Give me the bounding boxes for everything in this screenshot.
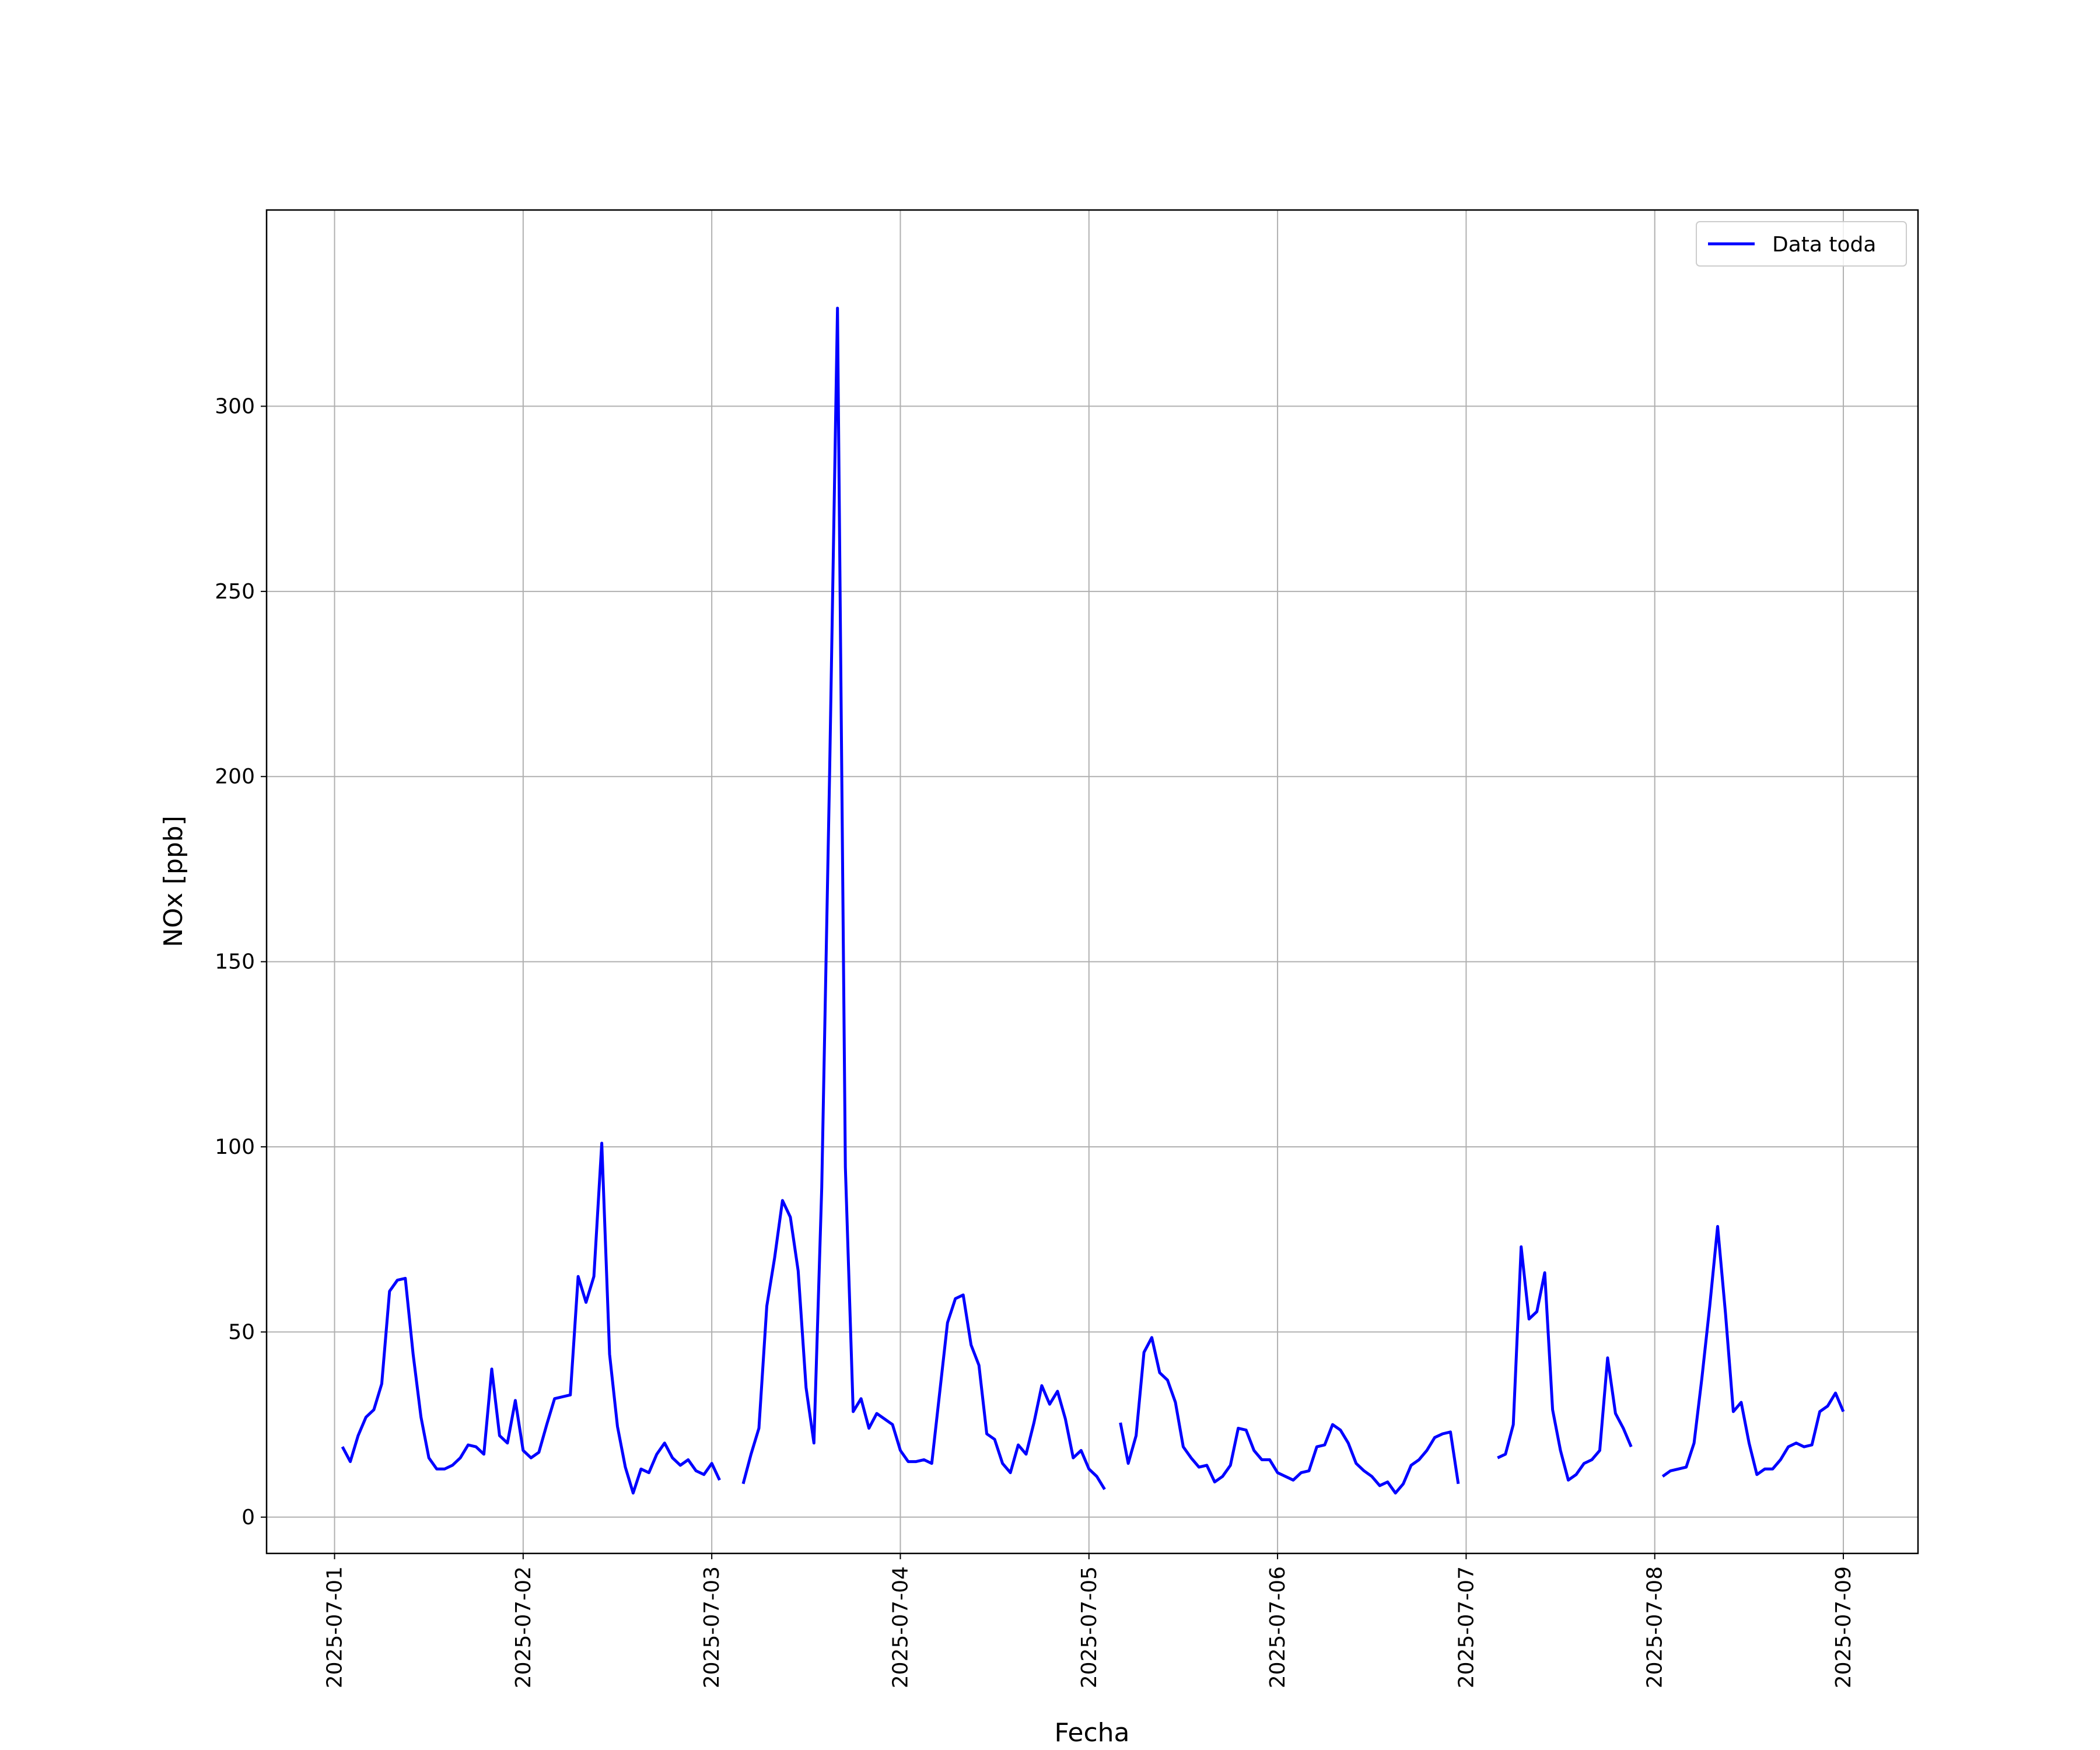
x-tick-label: 2025-07-05 [1077, 1566, 1101, 1688]
y-tick-label: 300 [215, 394, 255, 418]
grid [267, 210, 1918, 1553]
y-tick-label: 0 [242, 1506, 255, 1530]
y-tick-label: 50 [228, 1320, 255, 1344]
x-tick-label: 2025-07-01 [323, 1566, 347, 1688]
axes: 0 50 100 150 200 250 300 2025-07-01 2025-07-02 20… [215, 394, 1856, 1688]
x-tick-label: 2025-07-04 [888, 1566, 912, 1688]
y-tick-label: 100 [215, 1135, 255, 1159]
x-tick-label: 2025-07-06 [1266, 1566, 1290, 1688]
x-tick-label: 2025-07-02 [512, 1566, 536, 1688]
legend: Data toda [1696, 221, 1907, 267]
data-line [341, 306, 1845, 1494]
x-tick-label: 2025-07-07 [1454, 1566, 1478, 1688]
x-axis-label: Fecha [1054, 1718, 1129, 1748]
plot [341, 306, 1845, 1494]
legend-label: Data toda [1772, 233, 1876, 257]
plot-frame [265, 209, 1919, 1555]
legend-box [1696, 221, 1907, 267]
x-tick-label: 2025-07-09 [1832, 1566, 1856, 1688]
x-tick-label: 2025-07-08 [1643, 1566, 1667, 1688]
y-axis-label: NOx [ppb] [159, 816, 188, 947]
y-tick-label: 200 [215, 765, 255, 789]
y-tick-label: 150 [215, 950, 255, 974]
x-tick-label: 2025-07-03 [700, 1566, 724, 1688]
y-tick-label: 250 [215, 580, 255, 604]
